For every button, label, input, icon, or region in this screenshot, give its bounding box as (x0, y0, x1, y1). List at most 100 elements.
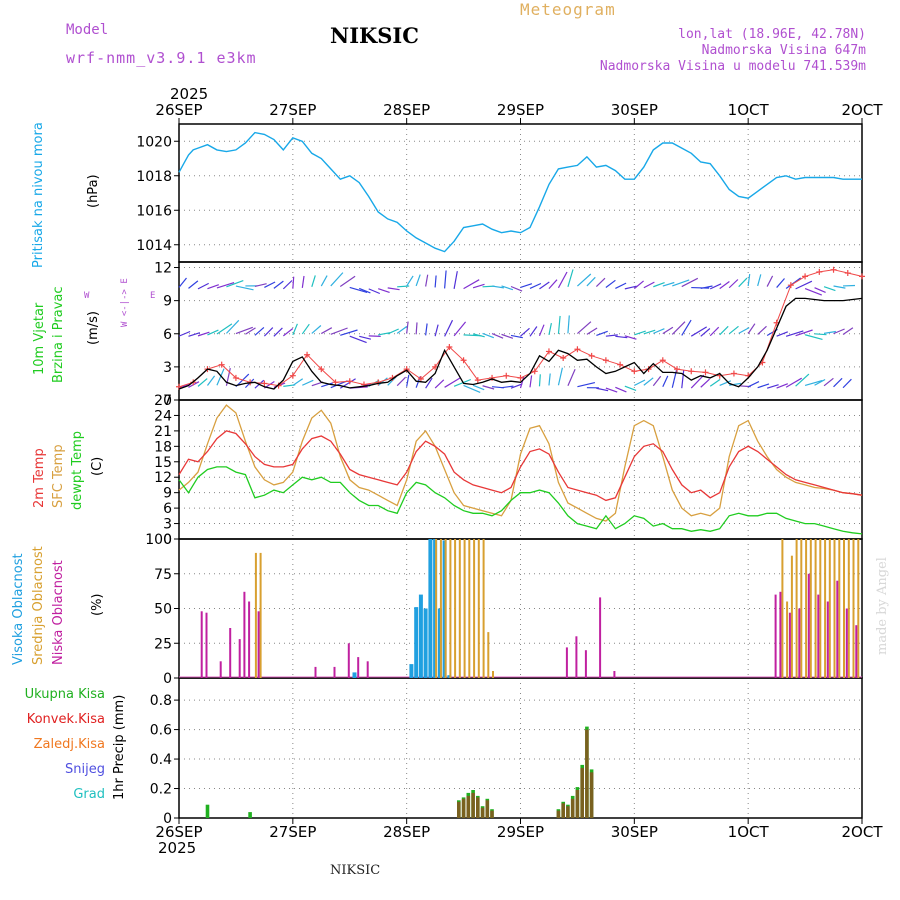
wind-arrow (245, 327, 256, 335)
wind-arrow (226, 280, 244, 288)
wind-gust-marker (688, 368, 695, 375)
wind-arrow (406, 321, 409, 334)
wind-arrow (557, 315, 561, 334)
wind-arrow (823, 286, 836, 292)
sfctemp-title: SFC Temp (51, 444, 66, 508)
x-day-label-bottom: 29SEP (497, 823, 544, 841)
wind-arrow (538, 374, 541, 387)
y-tick-label: 25 (154, 636, 172, 652)
wind-gust-marker (844, 270, 851, 277)
wind-arrow (207, 284, 219, 290)
wind-arrow (757, 383, 770, 389)
y-tick-label: 50 (154, 602, 172, 618)
wind-arrow (510, 334, 523, 339)
low-cloud-bar (257, 611, 260, 678)
lonlat-label: lon,lat (18.96E, 42.78N) (678, 27, 866, 42)
x-day-label-top: 30SEP (611, 101, 658, 119)
wind-arrow (311, 325, 322, 334)
wind-arrow (273, 280, 284, 289)
wind-arrow (814, 333, 827, 336)
wind-arrow (254, 326, 265, 336)
mid-cloud-bar (805, 539, 808, 678)
wind-arrow (671, 321, 686, 335)
low-cloud-bar (774, 594, 777, 678)
low-cloud-bar (855, 625, 858, 678)
wind-arrow (709, 326, 720, 337)
wind-arrow (188, 280, 199, 289)
wind-arrow (709, 378, 721, 387)
high-cloud-bar (352, 672, 357, 678)
wind-arrow (728, 325, 739, 335)
compass-label: W <-|-> E (120, 278, 130, 327)
y-tick-label: 21 (154, 424, 172, 440)
conv-precip-bar (585, 729, 589, 818)
x-day-label-top: 2OCT (842, 101, 884, 119)
wind-arrow (652, 375, 662, 387)
wind-arrow (738, 327, 750, 334)
model-name: wrf-nmm_v3.9.1 e3km (66, 49, 257, 67)
wind-arrow (301, 275, 305, 288)
low-cloud-bar (357, 657, 360, 678)
wind-arrow (321, 382, 333, 388)
wind-arrow (548, 279, 558, 290)
wind-arrow (378, 288, 390, 293)
wind-gust-marker (417, 376, 424, 383)
wind-arrow (795, 373, 810, 387)
y-tick-label: 3 (163, 517, 172, 533)
wind-arrow (728, 279, 739, 289)
high-cloud-bar (414, 607, 419, 678)
wind-arrow (529, 326, 538, 337)
mid-cloud-bar (786, 601, 789, 678)
wind-arrow (263, 327, 274, 337)
wind-arrow (691, 286, 710, 289)
wind-arrow (833, 328, 845, 335)
wind-arrow (681, 370, 685, 389)
wind-arrow (823, 330, 836, 334)
wind-arrow (510, 383, 523, 389)
wind-arrow (653, 328, 665, 334)
altitude-label: Nadmorska Visina 647m (702, 43, 867, 58)
wind-gust-marker (574, 346, 581, 353)
low-cloud-bar (347, 643, 350, 679)
wind-arrow (804, 288, 823, 296)
wind-arrow (643, 377, 654, 386)
low-cloud-bar (817, 594, 820, 678)
y-tick-label: 0 (163, 811, 172, 827)
mid-cloud-bar (439, 539, 442, 678)
mid-cloud-bar (857, 539, 860, 678)
wind-arrow (766, 384, 779, 389)
wind-arrow (197, 331, 210, 337)
wind-arrow (700, 285, 713, 290)
wind-arrow (368, 335, 381, 337)
mid-cloud-bar (800, 539, 803, 678)
wind-arrow (595, 277, 606, 287)
y-tick-label: 0 (163, 393, 172, 409)
wind-arrow (795, 280, 813, 290)
wind-arrow (586, 276, 596, 287)
wind-arrow (501, 285, 514, 291)
wind-arrow (804, 379, 823, 387)
wind-arrow (359, 287, 371, 294)
wind-arrow (520, 283, 533, 289)
x-day-label-top: 1OCT (728, 101, 770, 119)
wind-arrow (577, 382, 596, 388)
total-precip-bar (248, 812, 252, 818)
wind-gust-marker (674, 366, 681, 373)
low-cloud-bar (366, 661, 369, 678)
wind-gust-marker (830, 266, 837, 273)
mid-cloud-bar (828, 539, 831, 678)
model-label: Model (66, 22, 108, 38)
wind-gust-marker (730, 370, 737, 377)
x-day-label-top: 28SEP (383, 101, 430, 119)
wind-arrow (340, 329, 358, 336)
low-cloud-bar (779, 591, 782, 678)
low-cloud-bar (314, 666, 317, 678)
low-cloud-bar (599, 597, 602, 678)
y-tick-label: 0.8 (150, 693, 172, 709)
wind-arrow (349, 335, 367, 344)
wind-arrow (206, 375, 216, 386)
wind-arrow (216, 282, 235, 289)
wind-arrow (719, 281, 730, 290)
high-cloud-title: Visoka Oblacnost (11, 553, 26, 665)
wind-arrow (378, 332, 391, 336)
